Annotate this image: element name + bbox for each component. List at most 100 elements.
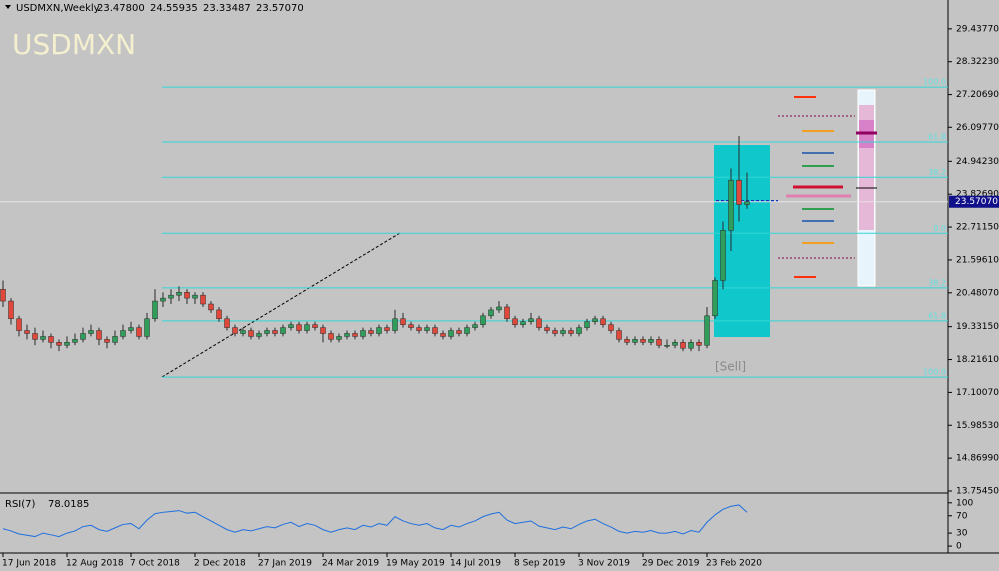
- candle-body: [32, 333, 38, 340]
- y-tick-label: 20.48070: [956, 288, 999, 298]
- candle-body: [736, 180, 742, 205]
- y-tick-label: 24.94230: [956, 157, 999, 167]
- candle-body: [472, 324, 478, 328]
- rsi-tick-label: 30: [956, 529, 968, 539]
- x-tick-label: 23 Feb 2020: [706, 559, 762, 569]
- candle-body: [656, 339, 662, 346]
- candle-body: [360, 330, 366, 337]
- candle-body: [328, 333, 334, 340]
- x-tick-label: 19 May 2019: [386, 559, 445, 569]
- candle-body: [496, 306, 502, 311]
- candle-body: [392, 318, 398, 331]
- price-tag-label: 23.57070: [955, 197, 998, 207]
- candle-body: [504, 306, 510, 320]
- candle-body: [8, 300, 14, 320]
- candle-body: [568, 330, 574, 334]
- candle-body: [664, 345, 670, 347]
- candle-body: [712, 280, 718, 317]
- candle-body: [680, 342, 686, 349]
- candle-body: [240, 330, 246, 334]
- candle-body: [464, 327, 470, 334]
- candle-body: [288, 324, 294, 328]
- candle-body: [40, 336, 46, 340]
- x-tick-label: 7 Oct 2018: [130, 559, 180, 569]
- candle-body: [432, 327, 438, 334]
- x-tick-label: 8 Sep 2019: [514, 559, 566, 569]
- candle-body: [480, 315, 486, 325]
- x-tick-label: 12 Aug 2018: [66, 559, 124, 569]
- candle-body: [232, 327, 238, 334]
- candle-body: [24, 330, 30, 334]
- candle-body: [488, 309, 494, 317]
- candle-body: [16, 318, 22, 331]
- candle-body: [80, 333, 86, 340]
- x-tick-label: 29 Dec 2019: [642, 559, 700, 569]
- candle-body: [136, 327, 142, 337]
- level-marks: [778, 89, 877, 287]
- candle-body: [120, 330, 126, 337]
- price-tag: [949, 195, 999, 208]
- y-tick-label: 18.21610: [956, 355, 999, 365]
- candle-body: [536, 318, 542, 328]
- candle-body: [248, 330, 254, 337]
- candle-body: [728, 180, 734, 231]
- candle-body: [448, 330, 454, 337]
- candle-body: [264, 330, 270, 334]
- candle-body: [72, 339, 78, 343]
- candle-body: [0, 289, 6, 302]
- candle-body: [744, 201, 750, 205]
- candle-body: [216, 309, 222, 320]
- menu-triangle[interactable]: [5, 5, 11, 9]
- x-tick-label: 27 Jan 2019: [258, 559, 312, 569]
- candle-body: [64, 342, 70, 346]
- x-tick-label: 2 Dec 2018: [194, 559, 246, 569]
- candle-body: [544, 327, 550, 331]
- x-tick-label: 17 Jun 2018: [2, 559, 56, 569]
- x-tick-label: 3 Nov 2019: [578, 559, 630, 569]
- candle-body: [608, 324, 614, 331]
- candle-body: [424, 327, 430, 331]
- candle-body: [632, 339, 638, 343]
- candle-body: [704, 315, 710, 346]
- fib-label: 38.2: [928, 168, 946, 177]
- rsi-tick-label: 100: [956, 498, 973, 508]
- fib-label: 100.0: [923, 78, 946, 87]
- candle-body: [296, 324, 302, 331]
- y-tick-label: 13.75450: [956, 487, 999, 497]
- quote-value: 23.57070: [256, 3, 304, 14]
- watermark: USDMXN: [12, 28, 136, 61]
- y-tick-label: 17.10070: [956, 388, 999, 398]
- candle-body: [352, 333, 358, 337]
- quote: 23.47800 24.55935 23.33487 23.57070: [97, 3, 304, 14]
- fib-label: 38.2: [928, 278, 946, 287]
- candle-body: [224, 318, 230, 328]
- candle-body: [200, 294, 206, 305]
- candle-body: [280, 327, 286, 334]
- candle-body: [376, 327, 382, 334]
- candle-body: [560, 330, 566, 334]
- y-tick-label: 28.32230: [956, 57, 999, 67]
- fib-label: 61.8: [928, 132, 946, 141]
- candle-body: [576, 327, 582, 334]
- candle-body: [672, 342, 678, 346]
- candle-body: [96, 330, 102, 340]
- candle-body: [184, 291, 190, 299]
- candle-body: [152, 300, 158, 320]
- fib-label: 0.0: [933, 224, 946, 233]
- candle-body: [48, 336, 54, 343]
- candle-body: [256, 333, 262, 337]
- rsi-value: 78.0185: [48, 499, 89, 510]
- candle-body: [400, 318, 406, 325]
- candle-body: [592, 318, 598, 322]
- candle-body: [720, 230, 726, 281]
- candle-body: [88, 330, 94, 334]
- candle-body: [440, 333, 446, 337]
- fib-label: 61.8: [928, 311, 946, 320]
- candle-body: [336, 336, 342, 340]
- x-tick-label: 24 Mar 2019: [322, 559, 379, 569]
- rsi-tick-label: 0: [956, 542, 962, 552]
- candle-body: [344, 333, 350, 337]
- candle-body: [616, 330, 622, 340]
